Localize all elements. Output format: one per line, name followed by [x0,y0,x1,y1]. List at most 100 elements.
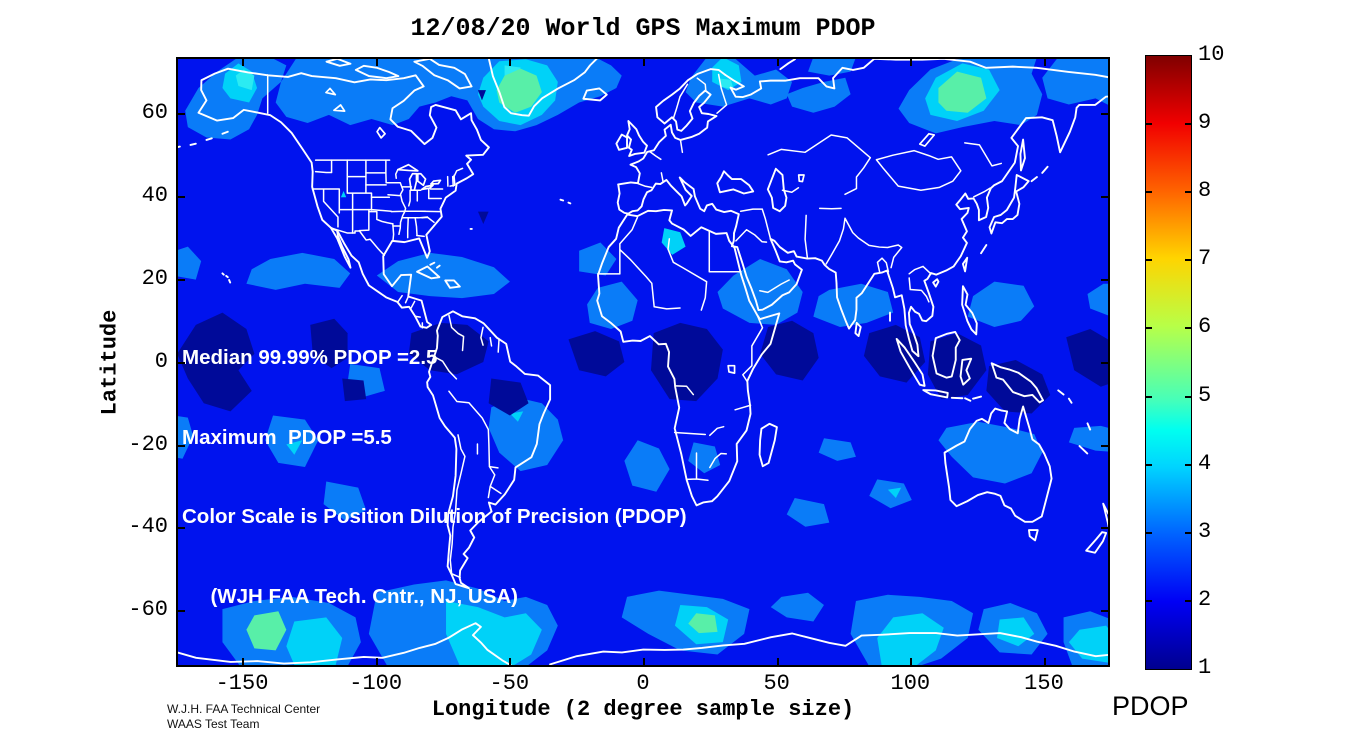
pdop-contour-patch [786,497,830,527]
colorbar-tick-label: 9 [1198,110,1212,136]
pdop-contour-patch [927,333,987,400]
colorbar-tick [1146,191,1152,194]
x-axis-tick [910,658,913,665]
coast-outline [616,135,627,150]
pdop-contour-patch [1087,283,1108,316]
x-axis-tick [375,658,378,665]
x-axis-tick [1043,59,1046,66]
x-axis-tick [643,658,645,665]
pdop-contour-patch [310,318,348,369]
coast-outline [923,390,947,397]
x-axis-tick [643,59,645,66]
coast-outline [990,175,1029,233]
x-tick-label: -100 [349,671,403,696]
pdop-contour-patch [477,90,486,101]
coast-outline [855,323,860,336]
stats-annotation: Median 99.99% PDOP =2.5 Maximum PDOP =5.… [182,292,687,663]
x-axis-tick [375,59,378,66]
coast-outline [356,66,399,78]
pdop-contour-patch [1066,329,1108,387]
coast-outline [768,169,787,211]
coast-outline [178,623,513,665]
colorbar [1145,55,1192,670]
coast-outline [1103,504,1108,532]
pdop-contour-patch [286,440,303,455]
states-outline [396,170,455,238]
colorbar-tick [1146,463,1152,466]
annotation-maximum: Maximum PDOP =5.5 [182,425,392,449]
coast-outline [933,279,938,286]
x-tick-label: 0 [636,671,650,696]
colorbar-tick-label: 7 [1198,246,1212,272]
coast-outline [992,363,1043,402]
pdop-contour-patch [760,320,819,381]
pdop-contour-patch [967,281,1035,327]
world-map-svg [178,59,1108,665]
borders-outline [638,74,1001,301]
coast-outline [618,69,725,184]
pdop-contour-patch [178,246,202,280]
y-axis-tick [1101,112,1108,115]
y-tick-label: 0 [154,348,168,374]
x-tick-label: -150 [215,671,269,696]
coast-outline [1086,532,1106,553]
pdop-contour-patch [323,481,367,521]
colorbar-tick [1146,327,1152,330]
pdop-contour-patch [869,479,912,509]
coast-outline [327,59,351,66]
colorbar-tick-label: 5 [1198,382,1212,408]
coast-outline [427,311,550,588]
pdop-contour-patch [938,71,987,113]
pdop-contour-patch [446,600,542,665]
x-axis-tick [776,658,779,665]
y-axis-tick [178,527,185,530]
colorbar-tick-label: 8 [1198,178,1212,204]
x-axis-tick [242,658,244,665]
pdop-contour-patch [340,191,347,198]
colorbar-tick [1146,123,1152,126]
coast-outline [417,266,439,278]
x-tick-label: 100 [890,671,931,696]
y-axis-tick [178,610,185,613]
pdop-contour-patch [235,69,255,91]
pdop-contour-patch [720,78,734,90]
x-axis-tick [776,59,779,66]
coast-outline [933,332,960,378]
y-tick-label: 60 [141,99,168,125]
colorbar-tick [1146,599,1152,602]
pdop-contour-patch [477,211,489,224]
colorbar-tick [1185,395,1191,398]
colorbar-tick [1185,463,1191,466]
pdop-contour-patch [568,331,625,377]
x-axis-tick [509,658,512,665]
colorbar-tick [1185,259,1191,262]
colorbar-tick [1146,395,1152,398]
map-plot-area: Median 99.99% PDOP =2.5 Maximum PDOP =5.… [176,57,1110,667]
coast-outline [725,59,1108,97]
pdop-contour-patch [624,440,670,492]
states-outline [312,160,391,233]
y-axis-tick [1101,361,1108,364]
x-axis-label: Longitude (2 degree sample size) [431,697,855,722]
x-tick-label: -50 [489,671,530,696]
pdop-contour-patch [496,68,542,113]
coast-outline [963,258,967,272]
y-tick-label: 20 [141,265,168,291]
coast-outline [489,59,597,116]
borders-outline [598,217,763,480]
coast-outline [945,406,1052,521]
coast-outline [962,286,977,334]
credit-text: W.J.H. FAA Technical Center WAAS Test Te… [167,702,320,732]
x-axis-tick [910,59,913,66]
y-axis-tick [1101,278,1108,281]
colorbar-tick [1146,531,1152,534]
pdop-contour-patch [818,438,856,461]
colorbar-tick-label: 4 [1198,450,1212,476]
pdop-contour-patch [286,617,343,665]
pdop-contour-patch [717,259,803,325]
y-tick-label: -60 [128,597,168,623]
credit-line-2: WAAS Test Team [167,717,260,731]
coast-outline [1020,140,1025,171]
coast-outline [1029,530,1038,540]
